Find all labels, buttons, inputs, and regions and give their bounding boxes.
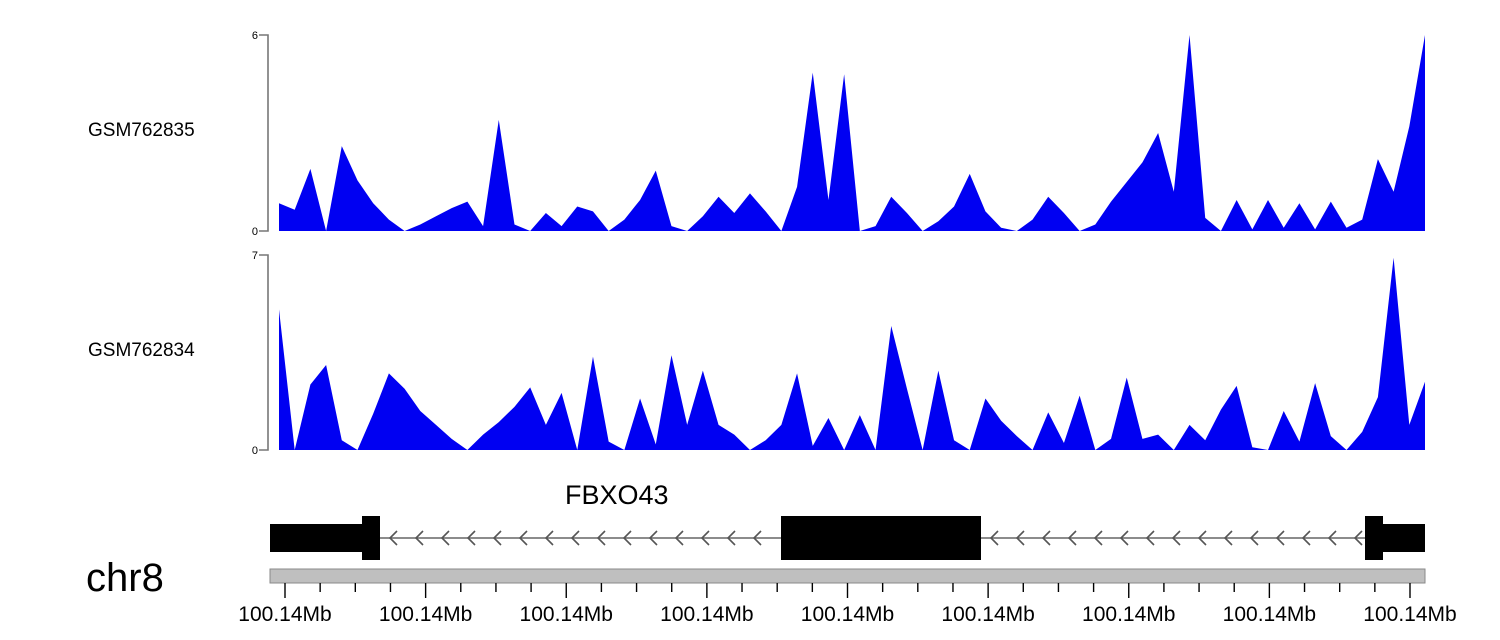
gene-feature-cds xyxy=(781,516,981,560)
gene-exon-blocks xyxy=(270,516,1425,560)
ruler-tick-label: 100.14Mb xyxy=(941,603,1034,626)
ruler-tick-label: 100.14Mb xyxy=(238,603,331,626)
strand-arrow-icon xyxy=(544,530,554,546)
strand-arrow-icon xyxy=(492,530,502,546)
strand-arrow-icon xyxy=(596,530,606,546)
strand-arrow-icon xyxy=(674,530,684,546)
strand-arrow-icon xyxy=(752,530,762,546)
ruler-tick-labels: 100.14Mb 100.14Mb 100.14Mb 100.14Mb 100.14Mb… xyxy=(238,603,1456,626)
strand-arrow-icon xyxy=(1223,530,1233,546)
strand-arrow-icon xyxy=(989,530,999,546)
track-label-gsm762835: GSM762835 xyxy=(88,120,195,141)
ruler-tick-label: 100.14Mb xyxy=(1223,603,1316,626)
gene-model-track: FBXO43 xyxy=(270,480,1425,560)
y-axis-bracket-track1 xyxy=(259,34,269,232)
ruler-tick-label: 100.14Mb xyxy=(1363,603,1456,626)
y-axis-max-label-track2: 7 xyxy=(252,250,258,262)
coordinate-ruler[interactable]: 100.14Mb 100.14Mb 100.14Mb 100.14Mb 100.14Mb… xyxy=(238,568,1457,626)
gene-feature-utr xyxy=(270,524,362,552)
ruler-tick-label: 100.14Mb xyxy=(1082,603,1175,626)
coverage-area-gsm762834 xyxy=(279,257,1425,450)
strand-arrow-icon xyxy=(1197,530,1207,546)
strand-direction-arrows xyxy=(388,530,1363,546)
strand-arrow-icon xyxy=(1015,530,1025,546)
gene-feature-cds xyxy=(362,516,380,560)
strand-arrow-icon xyxy=(440,530,450,546)
strand-arrow-icon xyxy=(1327,530,1337,546)
ruler-tick-label: 100.14Mb xyxy=(660,603,753,626)
strand-arrow-icon xyxy=(1093,530,1103,546)
gene-feature-cds xyxy=(1365,516,1383,560)
chromosome-label: chr8 xyxy=(86,556,164,600)
strand-arrow-icon xyxy=(388,530,398,546)
coverage-track-gsm762834: 7 0 xyxy=(252,250,1425,457)
ruler-tick-marks xyxy=(284,583,1411,598)
strand-arrow-icon xyxy=(570,530,580,546)
y-axis-bracket-track2 xyxy=(259,254,269,451)
ruler-tick-label: 100.14Mb xyxy=(379,603,472,626)
strand-arrow-icon xyxy=(1145,530,1155,546)
strand-arrow-icon xyxy=(466,530,476,546)
strand-arrow-icon xyxy=(1171,530,1181,546)
strand-arrow-icon xyxy=(1041,530,1051,546)
strand-arrow-icon xyxy=(414,530,424,546)
coverage-area-gsm762835 xyxy=(279,35,1425,231)
strand-arrow-icon xyxy=(726,530,736,546)
strand-arrow-icon xyxy=(518,530,528,546)
strand-arrow-icon xyxy=(1249,530,1259,546)
gene-feature-utr xyxy=(1383,524,1425,552)
strand-arrow-icon xyxy=(700,530,710,546)
strand-arrow-icon xyxy=(622,530,632,546)
strand-arrow-icon xyxy=(648,530,658,546)
y-axis-min-label-track1: 0 xyxy=(252,226,258,238)
ruler-bar xyxy=(269,568,1426,584)
ruler-tick-label: 100.14Mb xyxy=(520,603,613,626)
gene-name-label: FBXO43 xyxy=(565,480,669,510)
ruler-tick-label: 100.14Mb xyxy=(801,603,894,626)
strand-arrow-icon xyxy=(1353,530,1363,546)
strand-arrow-icon xyxy=(1119,530,1129,546)
strand-arrow-icon xyxy=(1275,530,1285,546)
track-label-gsm762834: GSM762834 xyxy=(88,340,195,361)
y-axis-min-label-track2: 0 xyxy=(252,445,258,457)
coverage-track-gsm762835: 6 0 xyxy=(252,30,1425,238)
strand-arrow-icon xyxy=(1301,530,1311,546)
strand-arrow-icon xyxy=(1067,530,1077,546)
y-axis-max-label-track1: 6 xyxy=(252,30,258,42)
